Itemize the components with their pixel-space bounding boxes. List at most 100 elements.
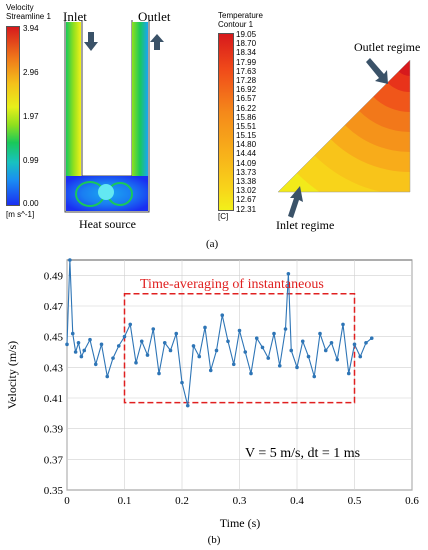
data-point [191,344,196,348]
outlet-regime-label: Outlet regime [354,40,421,54]
temperature-unit: [C] [218,212,229,221]
data-point [116,344,121,348]
x-tick-label: 0.6 [405,495,419,507]
data-point [151,327,156,331]
temperature-tick-13: 14.44 [236,149,257,159]
temperature-title-line1: Temperature [218,11,263,20]
temperature-legend-title: Temperature Contour 1 [218,11,263,29]
outlet-label: Outlet [138,9,171,24]
velocity-unit: [m s^-1] [6,210,35,219]
heat-source-label: Heat source [79,217,136,231]
velocity-tick-3: 0.99 [23,156,39,165]
outlet-arrow-icon [150,34,164,50]
y-tick-label: 0.37 [44,454,64,466]
data-point [254,336,259,340]
data-point [76,341,81,345]
data-point [346,371,351,376]
temperature-tick-5: 17.28 [236,75,257,85]
x-tick-label: 0.4 [290,495,304,507]
y-tick-label: 0.43 [44,362,64,374]
temperature-tick-18: 12.67 [236,195,257,205]
temperature-tick-17: 13.02 [236,186,257,196]
y-axis-ticks: 0.35 0.37 0.39 0.41 0.43 0.45 0.47 0.49 [44,270,64,497]
data-point [226,339,230,344]
data-point [93,362,98,367]
annotation-params: V = 5 m/s, dt = 1 ms [245,446,360,461]
data-point [122,334,127,339]
data-point [341,322,345,327]
data-point [197,354,202,359]
data-point [185,403,190,408]
data-point [243,350,248,354]
data-point [203,325,207,330]
data-point [364,341,368,345]
y-tick-label: 0.45 [44,332,64,344]
data-point [295,365,299,370]
data-point [157,371,161,376]
velocity-colorbar [6,26,20,206]
series-line [66,259,373,406]
data-point [111,356,115,360]
x-tick-label: 0.2 [175,495,189,507]
inlet-arrow-icon [84,32,98,51]
channel-left-leg [66,22,81,176]
temperature-tick-0: 19.05 [236,30,257,39]
temperature-title-line2: Contour 1 [218,20,254,29]
temperature-tick-8: 16.22 [236,103,257,113]
data-point [318,331,322,336]
panel-a: Velocity Streamline 1 3.94 2.96 1.97 0.9… [0,0,428,252]
temperature-colorbar [218,33,234,211]
data-point [134,360,138,365]
data-point [312,374,317,379]
inlet-regime-arrow-icon [288,186,303,218]
velocity-title-line2: Streamline 1 [6,12,51,21]
x-axis-label: Time (s) [220,516,261,530]
x-tick-label: 0.5 [348,495,362,507]
caption-a: (a) [206,238,219,250]
data-point [220,313,225,317]
velocity-streamline-plot [64,20,164,213]
data-point [214,348,219,353]
temperature-triangle-outline [277,59,411,193]
data-point [88,337,92,342]
data-point [286,272,291,276]
data-point [369,336,374,340]
data-point [99,342,104,347]
data-point [68,258,72,262]
temperature-ticks: 19.05 18.70 18.34 17.99 17.63 17.28 16.9… [236,30,276,214]
temperature-tick-4: 17.63 [236,66,257,76]
temperature-tick-7: 16.57 [236,94,257,104]
y-tick-label: 0.49 [44,270,64,282]
channel-right-leg [132,22,148,176]
data-point [162,341,167,345]
data-point [231,362,236,367]
velocity-tick-0: 3.94 [23,24,39,33]
data-point [139,339,144,344]
data-point [70,331,75,336]
data-point [237,328,242,333]
velocity-title-line1: Velocity [6,3,34,12]
data-point [180,380,184,385]
velocity-legend-title: Velocity Streamline 1 [6,3,51,21]
data-point [277,364,282,368]
data-point [249,371,253,376]
data-point [208,368,213,373]
temperature-tick-14: 14.09 [236,158,257,168]
temperature-tick-16: 13.38 [236,177,257,186]
temperature-tick-2: 18.34 [236,48,257,58]
averaging-window-box [123,292,356,404]
data-point [145,353,150,357]
temperature-tick-1: 18.70 [236,39,257,49]
data-point [335,357,340,362]
velocity-tick-1: 2.96 [23,68,39,77]
velocity-tick-2: 1.97 [23,112,39,121]
data-point [73,350,78,354]
data-point [105,374,110,379]
temperature-tick-9: 15.86 [236,112,257,122]
annotation-box-label: Time-averaging of instantaneous [140,277,324,292]
temperature-tick-12: 14.80 [236,140,257,150]
data-point [128,322,133,327]
velocity-series [65,258,374,408]
y-axis-label: Velocity (m/s) [5,341,19,409]
data-point [266,356,271,360]
